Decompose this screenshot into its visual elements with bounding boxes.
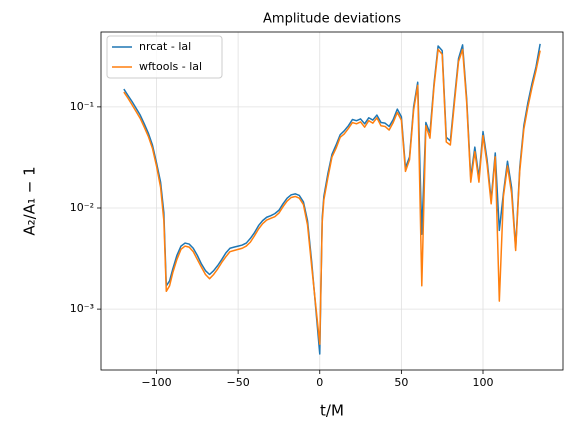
legend-box bbox=[106, 35, 223, 79]
x-axis-label: t/M bbox=[320, 402, 344, 420]
y-tick-label: 10⁻³ bbox=[70, 302, 94, 315]
x-tick-label: −50 bbox=[227, 376, 250, 389]
chart-title: Amplitude deviations bbox=[263, 12, 401, 27]
series-line bbox=[123, 48, 541, 345]
legend-label: nrcat - lal bbox=[139, 40, 191, 53]
legend-label: wftools - lal bbox=[139, 60, 202, 73]
x-tick-label: −100 bbox=[141, 376, 171, 389]
x-tick-label: 100 bbox=[473, 376, 494, 389]
y-axis-label: A₂/A₁ − 1 bbox=[21, 166, 39, 235]
x-tick-label: 0 bbox=[316, 376, 323, 389]
x-tick-label: 50 bbox=[394, 376, 408, 389]
plot-frame bbox=[100, 31, 564, 371]
y-tick-label: 10⁻¹ bbox=[70, 100, 94, 113]
y-tick-label: 10⁻² bbox=[70, 201, 94, 214]
series-line bbox=[123, 43, 541, 355]
